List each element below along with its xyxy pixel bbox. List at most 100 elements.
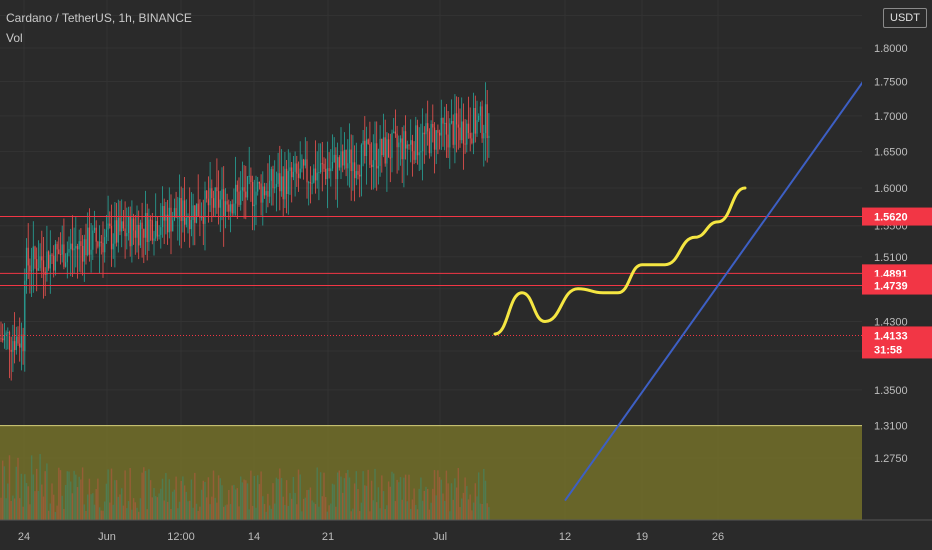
volume-bar bbox=[76, 487, 79, 520]
volume-bar bbox=[214, 497, 216, 520]
candle-body bbox=[326, 168, 328, 180]
candle-body bbox=[386, 139, 388, 164]
volume-bar bbox=[345, 473, 347, 520]
volume-bar bbox=[134, 502, 136, 520]
candle-body bbox=[14, 341, 16, 351]
candle-body bbox=[398, 142, 400, 148]
candle-body bbox=[333, 154, 335, 162]
candle-body bbox=[66, 252, 68, 263]
volume-bar bbox=[364, 485, 366, 520]
candle-body bbox=[309, 182, 311, 184]
candle-body bbox=[70, 243, 72, 249]
volume-bar bbox=[314, 504, 317, 520]
volume-bar bbox=[207, 477, 210, 520]
volume-bar bbox=[102, 510, 104, 520]
candle-body bbox=[41, 256, 43, 261]
volume-bar bbox=[66, 471, 68, 520]
candle-body bbox=[122, 221, 124, 229]
volume-bar bbox=[274, 503, 276, 520]
volume-bar bbox=[58, 467, 60, 520]
candle-body bbox=[481, 106, 483, 139]
volume-bar bbox=[308, 489, 310, 520]
volume-bar bbox=[97, 478, 99, 520]
volume-bar bbox=[81, 467, 84, 520]
volume-bar bbox=[241, 482, 244, 520]
candle-body bbox=[65, 262, 67, 267]
candle-body bbox=[357, 171, 359, 175]
candle-body bbox=[82, 245, 84, 262]
candle-body bbox=[46, 251, 48, 275]
candle-body bbox=[27, 247, 29, 266]
volume-bar bbox=[376, 502, 378, 520]
volume-bar bbox=[143, 467, 145, 520]
candle-body bbox=[301, 159, 303, 169]
candle-body bbox=[423, 132, 425, 135]
symbol-title: Cardano / TetherUS, 1h, BINANCE bbox=[6, 11, 192, 25]
candle-body bbox=[410, 140, 412, 145]
volume-bar bbox=[83, 504, 85, 520]
currency-button[interactable]: USDT bbox=[883, 8, 927, 28]
candle-body bbox=[25, 247, 28, 281]
candle-body bbox=[376, 143, 378, 169]
volume-bar bbox=[32, 474, 34, 520]
candle-body bbox=[297, 173, 300, 178]
candle-body bbox=[292, 171, 294, 178]
volume-bar bbox=[233, 484, 235, 520]
candle-body bbox=[469, 132, 471, 139]
candle-body bbox=[24, 280, 26, 352]
candle-body bbox=[102, 242, 104, 253]
candle-body bbox=[223, 189, 225, 218]
candle-body bbox=[78, 241, 80, 250]
volume-bar bbox=[98, 507, 101, 520]
candle-body bbox=[367, 139, 369, 144]
level-price-tag-bg bbox=[862, 276, 932, 295]
volume-bar bbox=[430, 502, 432, 520]
candle-body bbox=[253, 204, 255, 207]
candle-body bbox=[330, 168, 332, 172]
volume-bar bbox=[2, 460, 4, 520]
volume-bar bbox=[406, 501, 408, 520]
volume-bar bbox=[180, 480, 182, 520]
candle-body bbox=[294, 163, 296, 172]
candle-body bbox=[479, 106, 481, 116]
candle-body bbox=[218, 191, 220, 208]
volume-bar bbox=[36, 468, 38, 520]
volume-bar bbox=[455, 487, 458, 520]
candle-body bbox=[177, 217, 179, 219]
candle-body bbox=[192, 205, 194, 221]
volume-bar bbox=[27, 486, 29, 520]
volume-bar bbox=[112, 504, 114, 520]
volume-bar bbox=[170, 508, 172, 520]
volume-bar bbox=[61, 495, 63, 520]
candle-body bbox=[464, 143, 466, 145]
candle-body bbox=[427, 123, 429, 132]
candle-body bbox=[323, 163, 325, 169]
candle-body bbox=[447, 134, 449, 148]
volume-bar bbox=[161, 478, 164, 520]
volume-bar bbox=[469, 494, 471, 520]
volume-bar bbox=[197, 510, 199, 520]
candle-body bbox=[265, 191, 267, 196]
candle-body bbox=[355, 171, 357, 179]
volume-bar bbox=[209, 504, 211, 520]
volume-bar bbox=[277, 479, 279, 520]
volume-bar bbox=[321, 496, 323, 520]
candle-body bbox=[381, 138, 383, 156]
candle-body bbox=[206, 190, 208, 199]
candle-body bbox=[466, 123, 468, 145]
volume-bar bbox=[25, 482, 28, 520]
candle-body bbox=[365, 139, 368, 157]
volume-bar bbox=[445, 470, 448, 520]
candle-body bbox=[449, 123, 451, 148]
candle-body bbox=[462, 121, 464, 144]
candle-body bbox=[207, 198, 209, 206]
candle-body bbox=[156, 221, 158, 237]
candle-body bbox=[241, 187, 243, 191]
volume-bar bbox=[282, 496, 284, 520]
candle-body bbox=[306, 159, 308, 183]
volume-bar bbox=[63, 508, 65, 520]
candle-body bbox=[233, 203, 235, 214]
candle-body bbox=[167, 214, 169, 233]
volume-bar bbox=[255, 507, 257, 520]
